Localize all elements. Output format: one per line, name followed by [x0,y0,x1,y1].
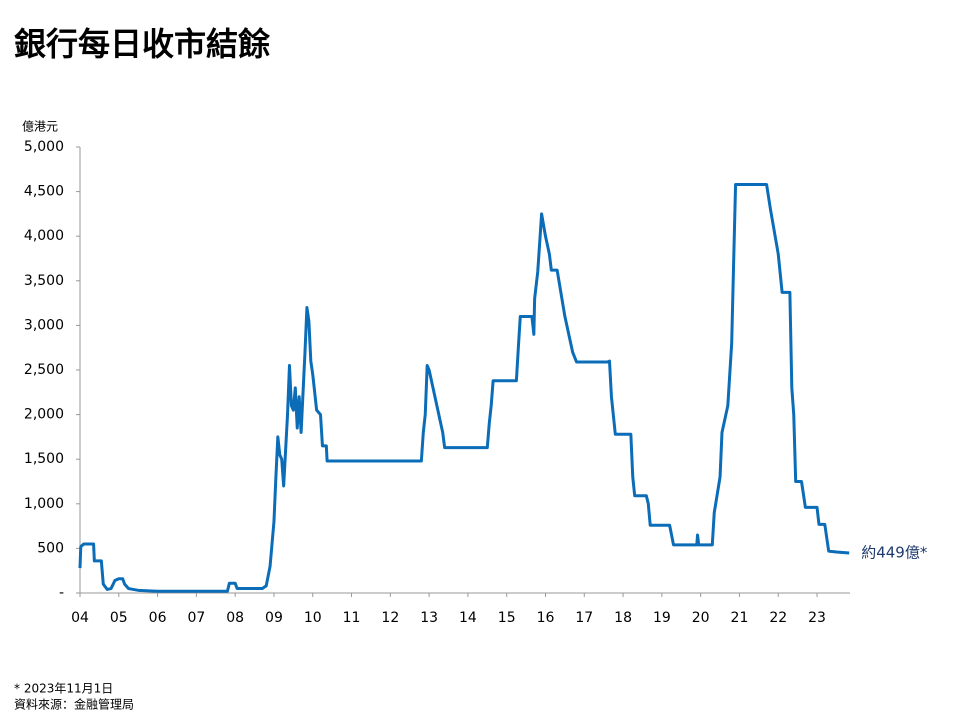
y-tick-label: 3,500 [24,273,64,289]
y-tick-label: 1,500 [24,451,64,467]
line [78,182,850,593]
x-tick-label: 11 [343,610,361,626]
chart-title: 銀行每日收市結餘 [14,25,271,63]
x-tick-label: 18 [614,610,632,626]
y-tick-label: - [59,585,64,601]
x-tick-label: 10 [304,610,322,626]
x-tick-label: 04 [71,610,89,626]
x-tick-label: 07 [187,610,205,626]
y-tick-label: 2,500 [24,362,64,378]
x-tick-label: 17 [575,610,593,626]
y-tick-label: 1,000 [24,496,64,512]
x-tick-label: 09 [265,610,283,626]
x-tick-label: 06 [149,610,167,626]
x-tick-label: 16 [537,610,555,626]
y-tick-label: 4,000 [24,228,64,244]
annotation: 約449億* [861,543,928,561]
y-tick-label: 2,000 [24,407,64,423]
source: 資料來源：金融管理局 [14,697,134,712]
footnote: * 2023年11月1日 [14,682,113,696]
x-tick-label: 08 [226,610,244,626]
x-tick-label: 15 [498,610,516,626]
y-axis-label: 億港元 [22,120,58,134]
y-tick-label: 3,000 [24,317,64,333]
x-tick-label: 19 [653,610,671,626]
y-tick-label: 5,000 [24,139,64,155]
x-tick-label: 21 [731,610,749,626]
x-tick-label: 20 [692,610,710,626]
y-tick-label: 4,500 [24,184,64,200]
x-tick-label: 22 [769,610,787,626]
x-tick-label: 12 [381,610,399,626]
x-tick-label: 23 [808,610,826,626]
x-tick-label: 13 [420,610,438,626]
x-tick-label: 14 [459,610,477,626]
y-tick-label: 500 [37,540,64,556]
x-tick-label: 05 [110,610,128,626]
